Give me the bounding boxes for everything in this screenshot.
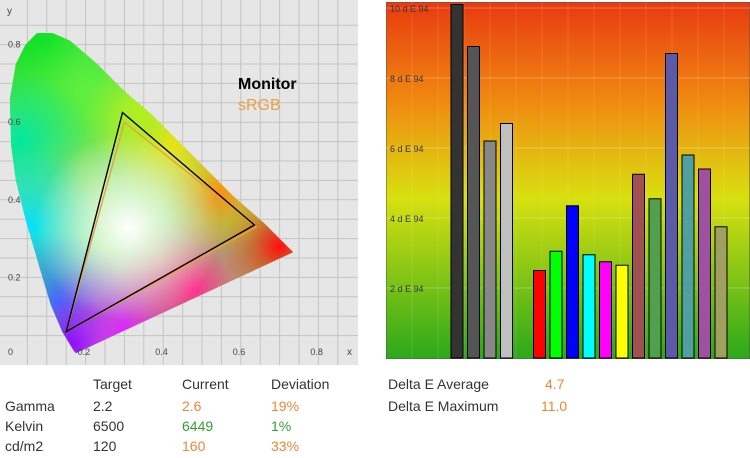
delta-e-bar bbox=[483, 140, 497, 359]
delta-e-bar-chart: 2 d E 94 4 d E 94 6 d E 94 8 d E 94 10 d E 9… bbox=[386, 2, 750, 359]
row-kelvin-deviation: 1% bbox=[271, 418, 292, 434]
row-gamma-target: 2.2 bbox=[93, 398, 113, 414]
row-luminance-current: 160 bbox=[182, 438, 206, 454]
delta-maximum-label: Delta E Maximum bbox=[388, 398, 499, 414]
delta-e-bar bbox=[681, 154, 695, 359]
delta-e-bar bbox=[566, 205, 579, 359]
legend-srgb: sRGB bbox=[238, 97, 281, 114]
delta-e-bar bbox=[599, 261, 612, 359]
cie-chromaticity-chart: 0 0.2 0.4 0.6 0.8 0.2 0.4 0.6 0.8 x y Monitor sRGB bbox=[0, 0, 358, 365]
delta-e-bar bbox=[698, 168, 711, 359]
row-luminance-label: cd/m2 bbox=[5, 438, 44, 454]
delta-maximum-value: 11.0 bbox=[541, 398, 568, 414]
x-tick-label: 0.2 bbox=[78, 347, 91, 357]
delta-e-bar bbox=[648, 198, 662, 359]
x-tick-label: 0 bbox=[8, 347, 13, 357]
legend-monitor: Monitor bbox=[238, 76, 297, 93]
row-gamma-current: 2.6 bbox=[182, 398, 202, 414]
delta-e-bar bbox=[467, 46, 480, 359]
triangle-srgb bbox=[65, 120, 258, 334]
row-luminance-deviation: 33% bbox=[271, 438, 300, 454]
delta-y-tick-label: 10 d E 94 bbox=[390, 4, 429, 14]
y-tick-label: 0.2 bbox=[8, 272, 21, 282]
row-gamma-label: Gamma bbox=[5, 398, 55, 414]
header-current: Current bbox=[182, 376, 229, 392]
delta-e-bar bbox=[450, 4, 464, 359]
row-kelvin-target: 6500 bbox=[93, 418, 125, 434]
row-kelvin-label: Kelvin bbox=[5, 418, 44, 434]
delta-e-bar bbox=[615, 264, 629, 359]
delta-e-bar bbox=[533, 270, 546, 359]
delta-y-tick-label: 8 d E 94 bbox=[390, 74, 424, 84]
delta-e-bar bbox=[582, 254, 596, 359]
triangle-monitor bbox=[65, 111, 256, 334]
x-axis-label: x bbox=[347, 347, 352, 358]
delta-y-tick-label: 6 d E 94 bbox=[390, 144, 424, 154]
delta-e-bar bbox=[714, 226, 728, 359]
x-tick-label: 0.8 bbox=[310, 347, 323, 357]
y-axis-label: y bbox=[7, 6, 12, 17]
row-gamma-deviation: 19% bbox=[271, 398, 300, 414]
header-deviation: Deviation bbox=[271, 376, 330, 392]
header-target: Target bbox=[93, 376, 132, 392]
delta-e-bar bbox=[665, 53, 678, 359]
delta-e-bar bbox=[500, 123, 513, 359]
y-tick-label: 0.8 bbox=[8, 40, 21, 50]
x-tick-label: 0.4 bbox=[155, 347, 168, 357]
delta-e-bar bbox=[549, 250, 563, 359]
y-tick-label: 0.4 bbox=[8, 195, 21, 205]
x-tick-label: 0.6 bbox=[233, 347, 246, 357]
delta-y-tick-label: 2 d E 94 bbox=[390, 284, 424, 294]
row-luminance-target: 120 bbox=[93, 438, 117, 454]
delta-average-value: 4.7 bbox=[545, 376, 565, 392]
delta-average-label: Delta E Average bbox=[388, 376, 489, 392]
y-tick-label: 0.6 bbox=[8, 117, 21, 127]
delta-y-tick-label: 4 d E 94 bbox=[390, 214, 424, 224]
row-kelvin-current: 6449 bbox=[182, 418, 214, 434]
delta-e-bar bbox=[632, 173, 645, 359]
